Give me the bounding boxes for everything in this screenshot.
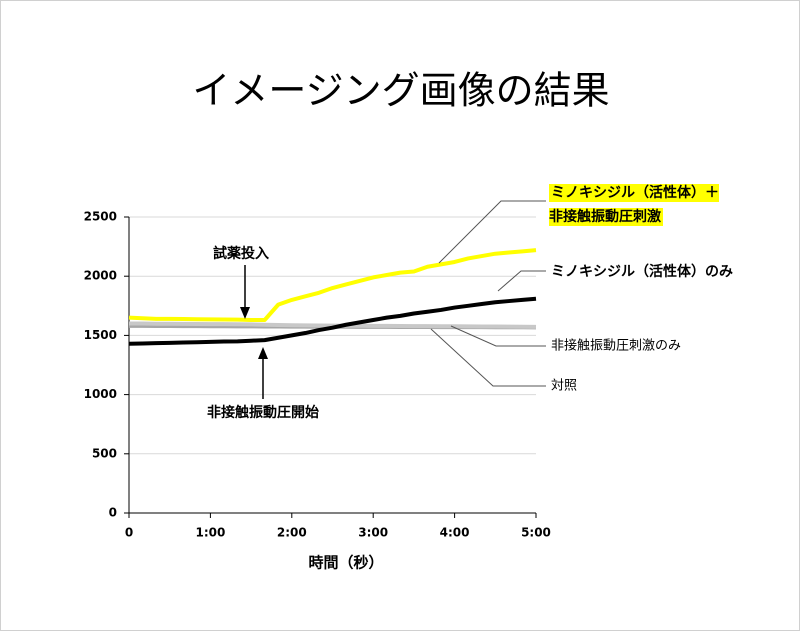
y-tick-label: 0: [109, 506, 117, 520]
y-tick-label: 1500: [84, 328, 117, 342]
series-line: [128, 248, 537, 323]
chart-title: イメージング画像の結果: [192, 69, 609, 113]
leader-line: [430, 328, 546, 387]
x-tick-label: 5:00: [521, 526, 551, 540]
annotation: 試薬投入: [213, 245, 269, 262]
annotation: 非接触振動圧開始: [207, 404, 319, 421]
arrowhead: [240, 307, 250, 319]
x-tick-label: 0: [125, 526, 133, 540]
x-tick-label: 2:00: [277, 526, 307, 540]
x-tick-label: 4:00: [440, 526, 470, 540]
series-line: [128, 296, 537, 346]
y-tick-label: 1000: [84, 387, 117, 401]
series-label: ミノキシジル（活性体）＋非接触振動圧刺激: [549, 181, 729, 229]
leader-line: [438, 200, 546, 264]
leader-line: [497, 270, 546, 292]
y-tick-label: 500: [92, 446, 117, 460]
series-label: 対照: [551, 379, 577, 394]
x-axis-label: 時間（秒）: [308, 554, 383, 572]
leader-line: [450, 325, 546, 347]
series-label-text: ミノキシジル（活性体）＋非接触振動圧刺激: [549, 184, 719, 226]
x-tick-label: 3:00: [358, 526, 388, 540]
series-label: ミノキシジル（活性体）のみ: [551, 263, 733, 280]
y-tick-label: 2000: [84, 269, 117, 283]
series-line: [129, 321, 537, 329]
arrowhead: [258, 347, 268, 359]
plot-area: 0 500 1000 1500 2000 2500 0 1:00 2:00 3:00 4:00 5:0…: [84, 210, 551, 540]
y-tick-label: 2500: [84, 210, 117, 224]
series-label: 非接触振動圧刺激のみ: [551, 338, 681, 354]
x-tick-label: 1:00: [195, 526, 225, 540]
